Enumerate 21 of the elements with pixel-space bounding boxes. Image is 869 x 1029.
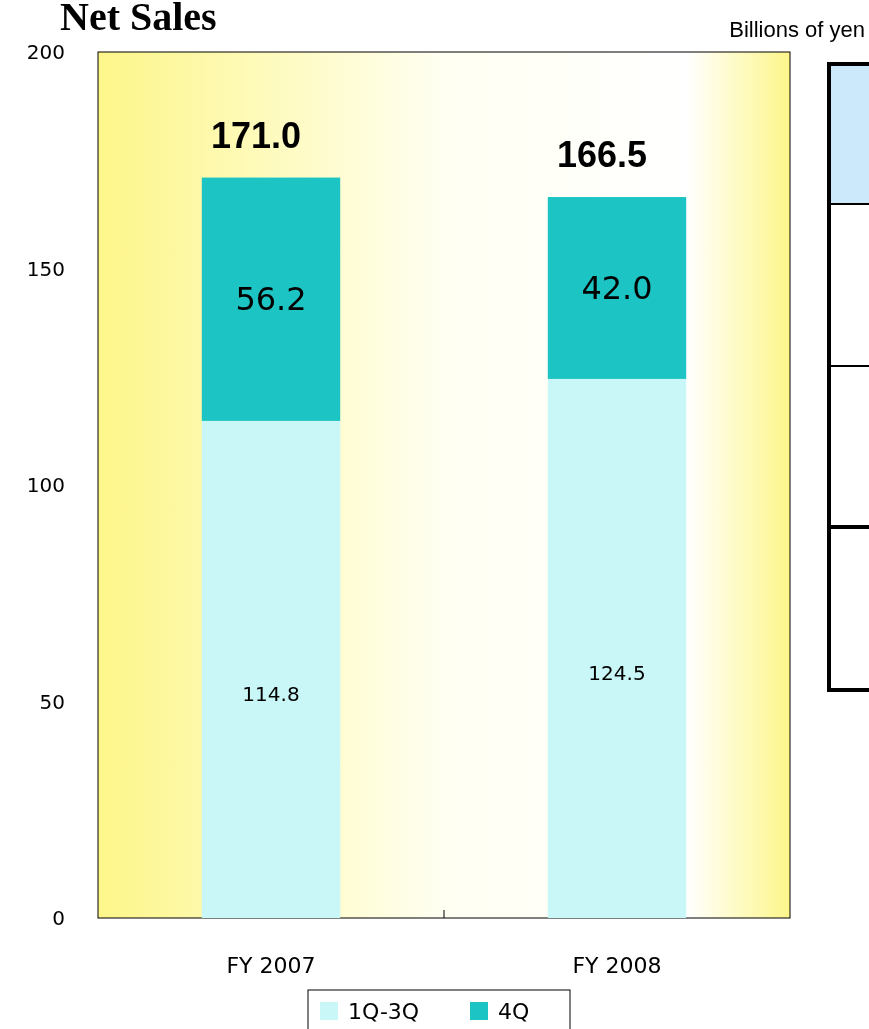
y-tick-label: 50	[39, 689, 65, 714]
data-label: 124.5	[588, 661, 646, 686]
bar	[547, 197, 687, 379]
bar	[201, 420, 341, 918]
chart-subtitle: Billions of yen	[729, 17, 865, 42]
total-label: 166.5	[556, 134, 648, 176]
data-label: 114.8	[242, 682, 300, 707]
data-label: 42.0	[581, 269, 653, 308]
y-tick-label: 150	[26, 256, 65, 281]
data-label: 56.2	[235, 280, 307, 319]
total-label: 171.0	[210, 114, 302, 156]
legend-label: 1Q-3Q	[348, 998, 420, 1024]
x-tick-label: FY 2007	[226, 953, 316, 978]
bar	[201, 177, 341, 421]
y-tick-label: 200	[26, 40, 65, 64]
bar	[547, 378, 687, 918]
x-tick-label: FY 2008	[572, 953, 662, 978]
y-tick-label: 100	[26, 473, 65, 497]
legend-label: 4Q	[498, 998, 530, 1024]
y-tick-label: 0	[52, 906, 65, 930]
chart-title: Net Sales	[60, 0, 217, 39]
